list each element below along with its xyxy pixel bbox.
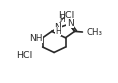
Text: H: H bbox=[55, 27, 61, 36]
Text: HCl: HCl bbox=[58, 11, 75, 20]
Text: HCl: HCl bbox=[16, 51, 32, 60]
Text: N: N bbox=[67, 19, 73, 28]
Text: CH₃: CH₃ bbox=[86, 27, 103, 37]
Text: N: N bbox=[54, 23, 61, 32]
Text: H: H bbox=[59, 15, 65, 24]
Text: NH: NH bbox=[29, 34, 42, 43]
